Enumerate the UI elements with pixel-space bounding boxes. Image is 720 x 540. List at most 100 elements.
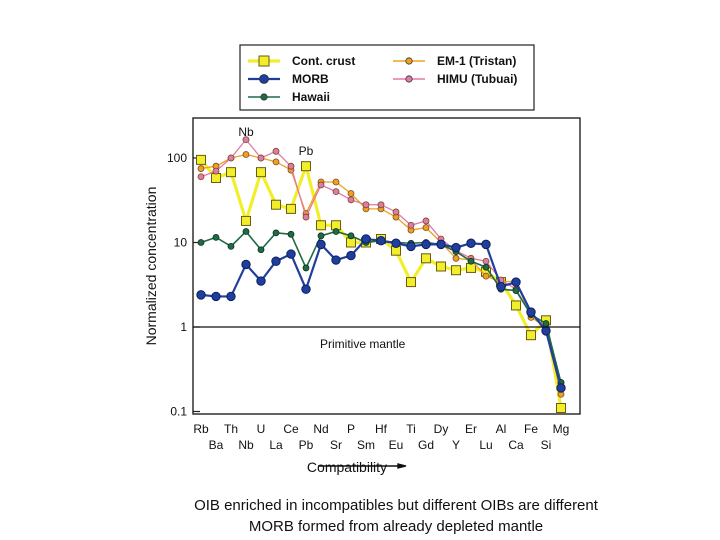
x-tick-label: Ti [406,422,416,436]
data-point [256,167,266,178]
x-tick-label: U [257,422,266,436]
data-point [541,326,551,336]
data-point [466,262,476,273]
caption-line-1: OIB enriched in incompatibles but differ… [194,497,598,514]
series-morb [196,234,566,393]
data-point [271,256,281,266]
data-point [332,178,340,186]
data-point [467,257,475,265]
y-tick-label: 10 [174,236,188,250]
data-point [332,228,340,235]
x-tick-label: Th [224,422,238,436]
data-point [271,199,281,210]
data-point [301,284,311,294]
plot-frame [192,117,581,415]
annotation-primitive-mantle: Primitive mantle [320,337,406,351]
data-point [272,229,280,237]
data-point [317,181,325,189]
data-point [197,239,205,246]
data-point [212,167,220,175]
x-tick-label: Lu [479,438,492,452]
annotation-nb: Nb [238,125,254,139]
data-point [451,242,461,253]
x-tick-label: Rb [193,422,209,436]
x-tick-label: Fe [524,422,538,436]
data-point [242,136,250,144]
data-point [316,220,326,231]
x-tick-label: Al [496,422,507,436]
data-point [316,239,326,250]
data-point [196,290,206,300]
data-point [241,215,251,226]
y-tick-label: 0.1 [170,405,187,419]
data-point [226,167,236,178]
y-axis-title: Normalized concentration [143,187,159,346]
data-point [317,232,325,240]
data-point [242,151,250,158]
data-point [272,147,280,155]
data-point [197,173,205,181]
data-point [242,228,250,235]
x-tick-label: Er [465,422,477,436]
data-point [376,236,386,246]
data-point [286,203,296,214]
legend-swatch-marker [259,74,269,84]
data-point [526,307,536,317]
data-point [406,277,416,288]
x-axis-title: Compatibility [307,459,387,475]
data-point [511,277,521,287]
data-point [257,246,265,254]
data-point [211,172,221,183]
series-layer [196,136,566,414]
data-point [331,255,341,265]
data-point [377,201,385,209]
data-point [496,281,506,292]
legend-item: EM-1 (Tristan) [393,54,516,68]
x-tick-label: Mg [553,422,570,436]
data-point [347,190,355,197]
data-point [302,264,310,272]
y-tick-label: 1 [180,320,187,334]
x-tick-label: Ce [283,422,299,436]
x-tick-label: Ca [508,438,524,452]
annotations: Nb Pb Primitive mantle [193,125,580,351]
x-tick-label: Pb [299,438,314,452]
data-point [226,291,236,302]
legend-frame [239,44,535,111]
x-tick-label: Y [452,438,460,452]
data-point [466,238,476,248]
x-tick-label: Gd [418,438,434,452]
legend-label: Cont. crust [292,54,355,68]
data-point [286,249,296,259]
data-point [407,221,415,229]
data-point [422,224,430,232]
data-point [542,320,550,327]
legend-label: Hawaii [292,90,330,104]
x-tick-label: Sm [357,438,375,452]
data-point [346,237,356,248]
legend-swatch-marker [260,93,268,101]
x-tick-label: P [347,422,355,436]
legend-label: HIMU (Tubuai) [437,72,517,86]
legend-swatch-marker [258,55,270,67]
x-tick-label: Dy [434,422,449,436]
data-point [406,241,416,252]
data-point [211,291,221,302]
legend: Cont. crust MORB Hawaii EM-1 (Tristan) HIMU … [239,44,535,111]
caption-line-2: MORB formed from already depleted mantle [248,518,544,535]
data-point [272,158,280,166]
x-tick-label: Ba [209,438,224,452]
data-point [227,154,235,162]
data-point [421,239,431,250]
data-point [257,154,265,162]
data-point [452,254,460,262]
x-tick-label: Eu [389,438,404,452]
data-point [287,230,295,238]
data-point [436,239,446,250]
data-point [302,213,310,221]
x-tick-label: Hf [375,422,388,436]
data-point [482,257,490,265]
data-point [212,233,220,241]
legend-item: MORB [248,72,329,86]
